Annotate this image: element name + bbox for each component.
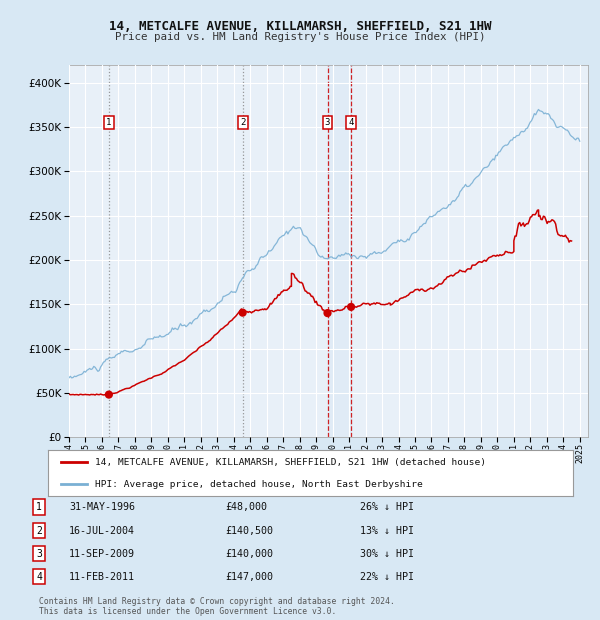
Text: £147,000: £147,000 <box>225 572 273 582</box>
Text: 14, METCALFE AVENUE, KILLAMARSH, SHEFFIELD, S21 1HW (detached house): 14, METCALFE AVENUE, KILLAMARSH, SHEFFIE… <box>95 458 486 467</box>
Point <box>238 308 247 317</box>
Text: 26% ↓ HPI: 26% ↓ HPI <box>360 502 414 512</box>
Text: 30% ↓ HPI: 30% ↓ HPI <box>360 549 414 559</box>
Text: 11-SEP-2009: 11-SEP-2009 <box>69 549 135 559</box>
Text: £140,500: £140,500 <box>225 526 273 536</box>
Text: 1: 1 <box>106 118 112 127</box>
Point <box>323 308 332 318</box>
Text: 3: 3 <box>325 118 330 127</box>
Text: 2: 2 <box>36 526 42 536</box>
Text: £140,000: £140,000 <box>225 549 273 559</box>
Text: Contains HM Land Registry data © Crown copyright and database right 2024.: Contains HM Land Registry data © Crown c… <box>39 597 395 606</box>
Text: 4: 4 <box>349 118 354 127</box>
Bar <box>328 65 351 437</box>
Text: This data is licensed under the Open Government Licence v3.0.: This data is licensed under the Open Gov… <box>39 607 337 616</box>
Text: 31-MAY-1996: 31-MAY-1996 <box>69 502 135 512</box>
Text: 11-FEB-2011: 11-FEB-2011 <box>69 572 135 582</box>
Point <box>346 302 356 312</box>
Text: 22% ↓ HPI: 22% ↓ HPI <box>360 572 414 582</box>
Text: £48,000: £48,000 <box>225 502 267 512</box>
Point <box>104 389 113 399</box>
Text: Price paid vs. HM Land Registry's House Price Index (HPI): Price paid vs. HM Land Registry's House … <box>115 32 485 42</box>
Text: HPI: Average price, detached house, North East Derbyshire: HPI: Average price, detached house, Nort… <box>95 480 423 489</box>
Text: 14, METCALFE AVENUE, KILLAMARSH, SHEFFIELD, S21 1HW: 14, METCALFE AVENUE, KILLAMARSH, SHEFFIE… <box>109 20 491 33</box>
Text: 4: 4 <box>36 572 42 582</box>
Text: 3: 3 <box>36 549 42 559</box>
Text: 16-JUL-2004: 16-JUL-2004 <box>69 526 135 536</box>
Text: 13% ↓ HPI: 13% ↓ HPI <box>360 526 414 536</box>
Text: 2: 2 <box>240 118 245 127</box>
Text: 1: 1 <box>36 502 42 512</box>
